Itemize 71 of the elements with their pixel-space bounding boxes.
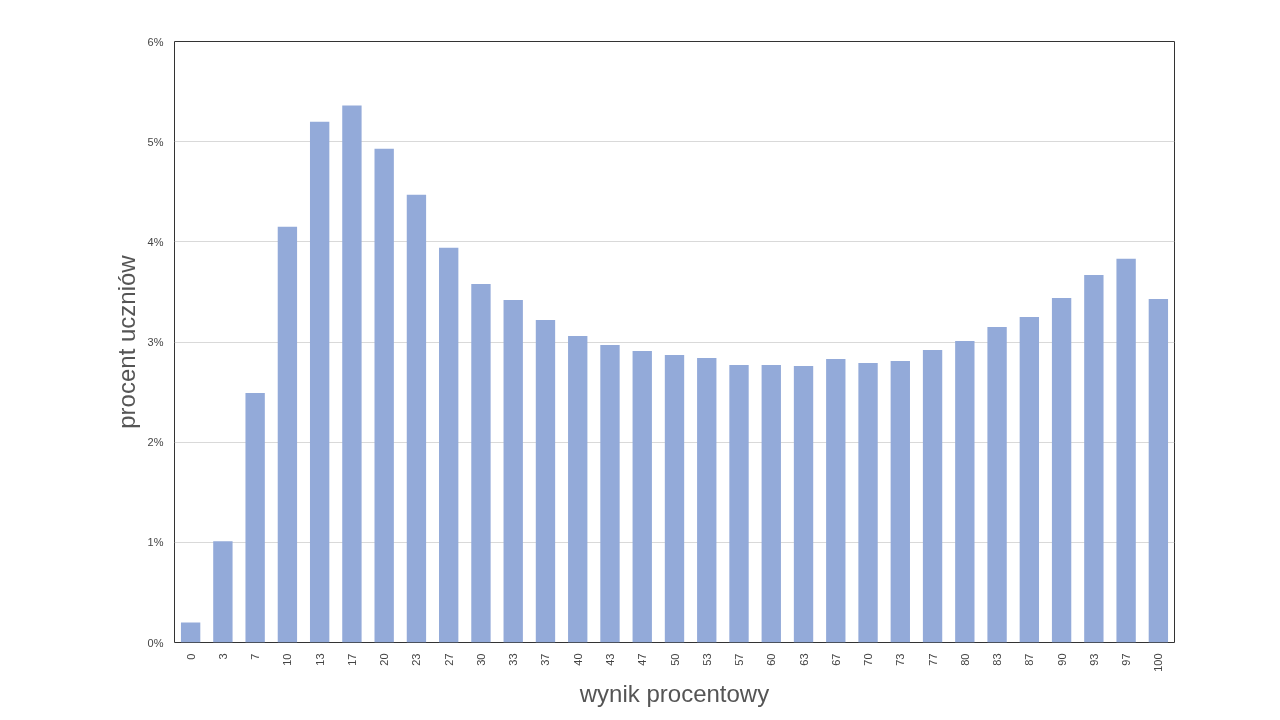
x-tick-label: 67 bbox=[829, 653, 842, 666]
bar bbox=[600, 345, 620, 643]
bar bbox=[471, 283, 491, 643]
x-tick-label: 43 bbox=[603, 653, 616, 666]
x-tick-label: 50 bbox=[668, 653, 681, 666]
y-tick-label: 4% bbox=[147, 235, 164, 248]
x-tick-label: 37 bbox=[539, 653, 552, 666]
bar bbox=[1084, 274, 1104, 643]
bar bbox=[1116, 258, 1136, 643]
x-tick-label: 97 bbox=[1120, 653, 1133, 666]
x-tick-label: 87 bbox=[1023, 653, 1036, 666]
x-tick-label: 70 bbox=[862, 653, 875, 666]
x-tick-label: 53 bbox=[700, 653, 713, 666]
x-tick-label: 63 bbox=[797, 653, 810, 666]
x-tick-label: 40 bbox=[571, 653, 584, 666]
x-tick-label: 27 bbox=[442, 653, 455, 666]
bar bbox=[858, 363, 878, 643]
bar bbox=[342, 105, 362, 643]
x-tick-label: 20 bbox=[378, 653, 391, 666]
bar bbox=[664, 355, 685, 643]
y-tick-label: 2% bbox=[147, 436, 164, 449]
bar bbox=[277, 226, 298, 643]
x-tick-label: 3 bbox=[216, 653, 229, 660]
x-tick-label: 17 bbox=[345, 653, 358, 666]
y-axis-title: procent uczniów bbox=[112, 254, 140, 429]
y-tick-label: 6% bbox=[147, 35, 164, 48]
bar bbox=[826, 359, 846, 643]
y-tick-label: 1% bbox=[147, 536, 164, 549]
x-tick-label: 80 bbox=[958, 653, 971, 666]
x-tick-label: 57 bbox=[733, 653, 746, 666]
bar bbox=[793, 366, 814, 643]
x-tick-label: 47 bbox=[636, 653, 649, 666]
x-tick-label: 7 bbox=[249, 653, 262, 660]
x-tick-label: 13 bbox=[313, 653, 326, 666]
bar bbox=[503, 299, 523, 643]
x-tick-label: 60 bbox=[765, 653, 778, 666]
bar bbox=[697, 358, 717, 643]
bar bbox=[213, 541, 233, 643]
bar bbox=[1051, 297, 1072, 643]
y-tick-label: 0% bbox=[147, 636, 164, 649]
x-tick-label: 23 bbox=[410, 653, 423, 666]
x-tick-label: 93 bbox=[1087, 653, 1100, 666]
bar bbox=[535, 319, 556, 643]
bar bbox=[568, 335, 588, 643]
x-axis-title: wynik procentowy bbox=[578, 679, 770, 707]
bar bbox=[374, 148, 394, 643]
bar bbox=[729, 365, 749, 643]
bar bbox=[1019, 316, 1040, 643]
bar bbox=[987, 326, 1007, 643]
y-tick-label: 5% bbox=[147, 135, 164, 148]
bar bbox=[922, 350, 943, 643]
x-tick-label: 77 bbox=[926, 653, 939, 666]
x-tick-label: 83 bbox=[991, 653, 1004, 666]
bar bbox=[406, 194, 427, 643]
bar bbox=[955, 341, 975, 643]
x-tick-label: 10 bbox=[281, 653, 294, 666]
x-tick-label: 100 bbox=[1152, 653, 1165, 672]
bar bbox=[632, 351, 652, 643]
y-tick-label: 3% bbox=[147, 336, 164, 348]
x-tick-label: 90 bbox=[1055, 653, 1068, 666]
bar bbox=[761, 365, 781, 643]
bar bbox=[309, 121, 330, 643]
bar bbox=[439, 247, 459, 643]
x-tick-label: 0 bbox=[184, 653, 197, 660]
bar bbox=[180, 622, 201, 643]
bar bbox=[890, 361, 910, 643]
x-tick-label: 30 bbox=[474, 653, 487, 666]
x-tick-label: 73 bbox=[894, 653, 907, 666]
bar bbox=[245, 393, 265, 643]
x-tick-label: 33 bbox=[507, 653, 520, 666]
bar bbox=[1148, 298, 1169, 643]
